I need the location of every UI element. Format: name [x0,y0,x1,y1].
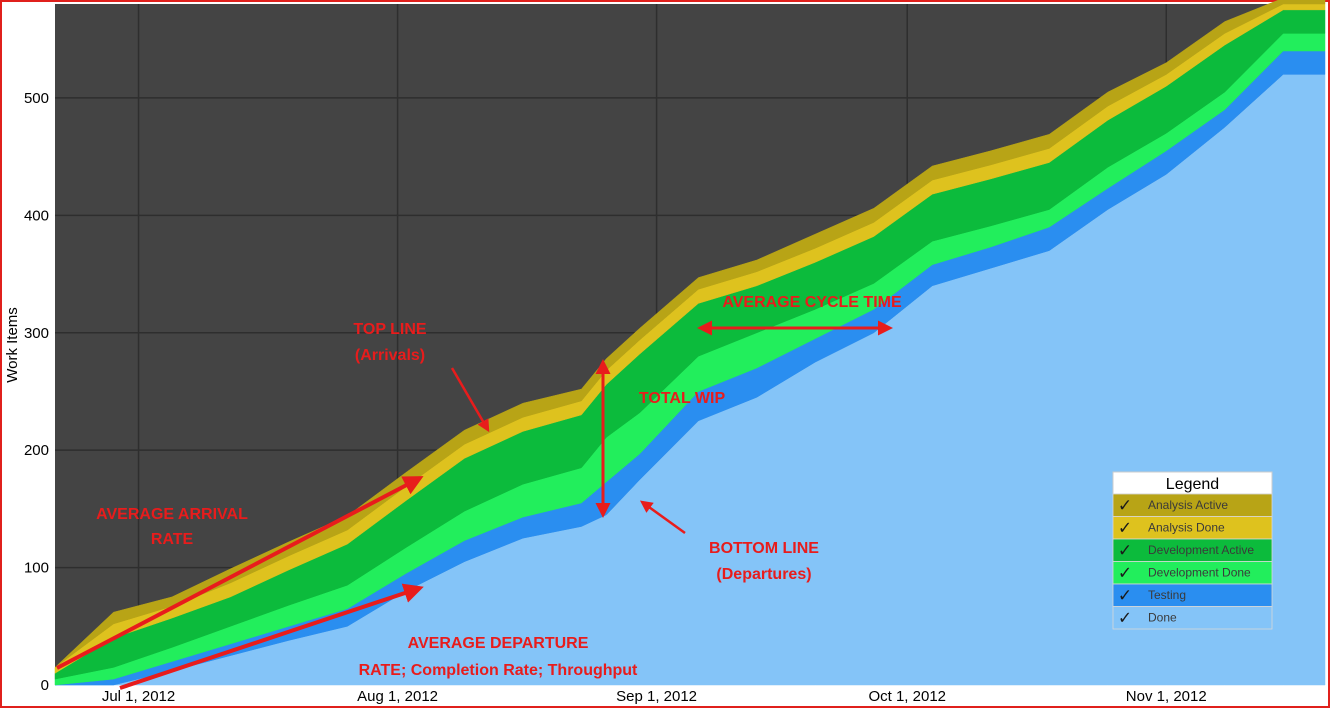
checkmark-icon: ✓ [1118,519,1132,539]
y-tick-label: 400 [24,207,49,224]
legend-title: Legend [1166,476,1219,493]
x-tick-label: Sep 1, 2012 [616,688,697,705]
bottom-line-arrow [639,500,686,535]
y-tick-label: 200 [24,442,49,459]
legend-item-swatch [1112,583,1273,607]
legend: Legend ✓ Analysis Active ✓ Analysis Done ✓ Dev… [1112,471,1273,630]
checkmark-icon: ✓ [1118,541,1132,561]
annotation-total-wip: TOTAL WIP [639,390,726,407]
annotation-avg-arrival-line2: RATE [151,531,194,548]
checkmark-icon: ✓ [1118,586,1132,606]
y-axis-ticks: 0 100 200 300 400 500 [24,90,49,694]
annotation-avg-arrival-line1: AVERAGE ARRIVAL [96,506,248,523]
y-tick-label: 500 [24,90,49,107]
annotations: AVERAGE ARRIVAL RATE TOP LINE (Arrivals) TOT… [56,294,902,690]
annotation-avg-departure-line2: RATE; Completion Rate; Throughput [359,662,638,679]
y-tick-label: 100 [24,560,49,577]
y-tick-label: 0 [41,677,49,694]
x-axis-ticks: Jul 1, 2012 Aug 1, 2012 Sep 1, 2012 Oct 1, … [102,688,1207,705]
annotation-avg-cycle-time: AVERAGE CYCLE TIME [722,294,902,311]
legend-item-label: Development Active [1148,543,1254,557]
annotation-bottom-line-line1: BOTTOM LINE [709,540,819,557]
legend-item-label: Testing [1148,588,1186,602]
x-tick-label: Aug 1, 2012 [357,688,438,705]
y-tick-label: 300 [24,325,49,342]
departure-rate-arrow [119,583,424,690]
top-line-arrow [450,367,490,433]
legend-item-label: Done [1148,611,1177,625]
annotation-top-line-line1: TOP LINE [353,321,427,338]
legend-item-label: Analysis Active [1148,498,1228,512]
stacked-areas [54,0,1326,686]
annotation-top-line-line2: (Arrivals) [355,347,425,364]
annotation-avg-departure-line1: AVERAGE DEPARTURE [408,635,589,652]
annotation-bottom-line-line2: (Departures) [716,566,811,583]
checkmark-icon: ✓ [1118,609,1132,629]
area-analysis-active [54,0,1326,668]
x-tick-label: Oct 1, 2012 [868,688,946,705]
y-axis-label: Work Items [4,307,21,383]
checkmark-icon: ✓ [1118,496,1132,516]
legend-item-swatch [1112,606,1273,630]
arrival-rate-arrow [56,476,424,670]
legend-item-label: Development Done [1148,566,1251,580]
x-tick-label: Nov 1, 2012 [1126,688,1207,705]
checkmark-icon: ✓ [1118,564,1132,584]
x-tick-label: Jul 1, 2012 [102,688,175,705]
legend-item-label: Analysis Done [1148,521,1225,535]
